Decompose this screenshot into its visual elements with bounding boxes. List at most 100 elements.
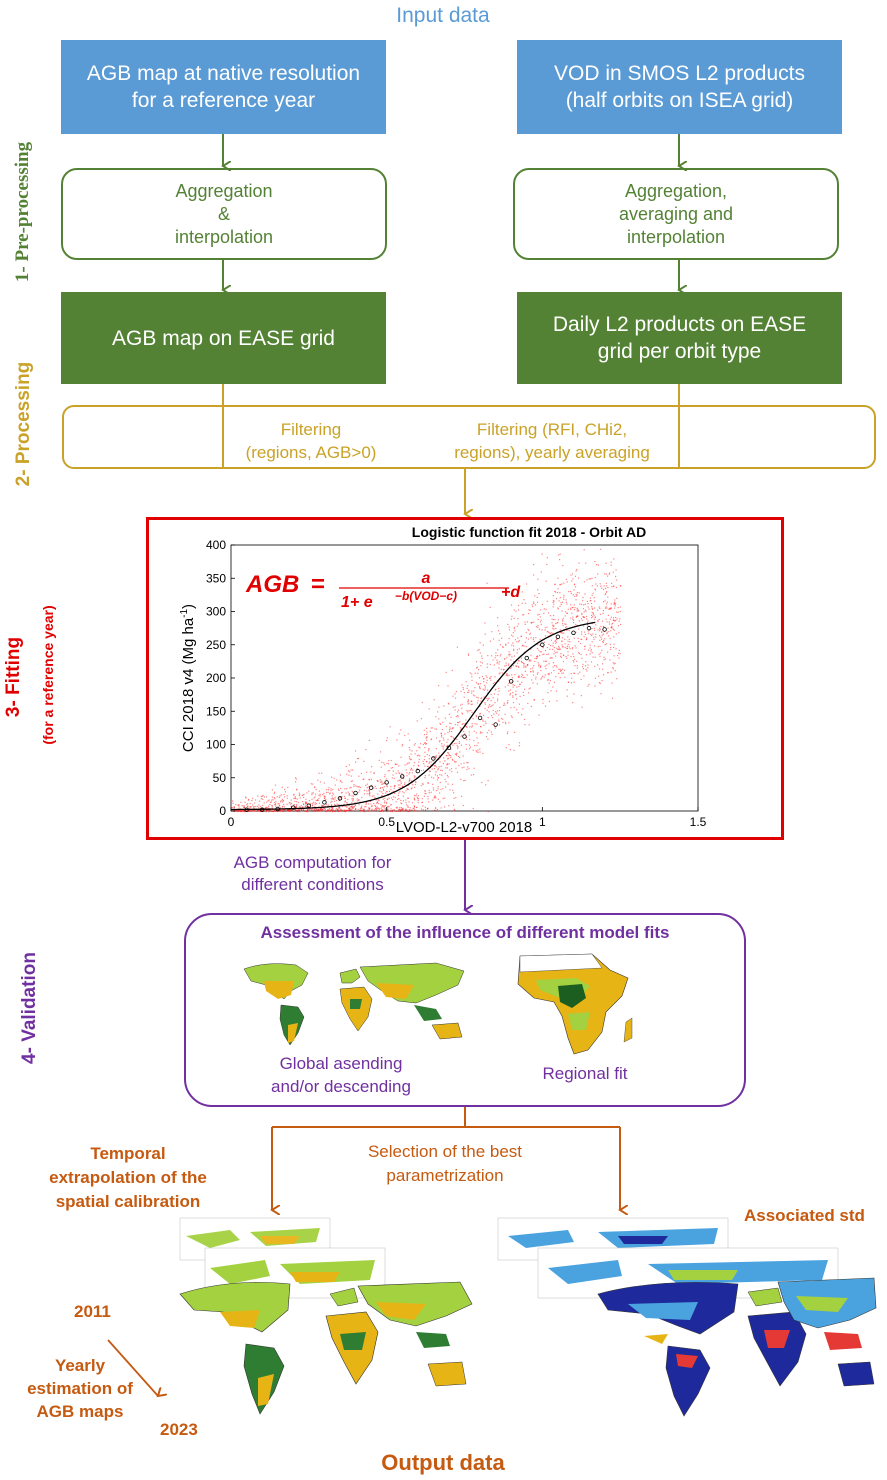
scatter-point	[368, 790, 370, 792]
scatter-point	[607, 587, 609, 589]
binned-point	[306, 803, 312, 808]
scatter-point	[337, 809, 339, 811]
scatter-point	[529, 632, 532, 634]
scatter-point	[438, 766, 440, 768]
scatter-point	[398, 798, 400, 800]
scatter-point	[536, 658, 538, 660]
scatter-point	[469, 746, 471, 748]
scatter-point	[571, 612, 573, 614]
scatter-point	[610, 648, 612, 650]
scatter-point	[517, 712, 519, 714]
scatter-point	[516, 686, 518, 688]
scatter-point	[555, 591, 557, 593]
scatter-point	[544, 705, 547, 707]
scatter-point	[587, 630, 589, 632]
scatter-point	[487, 699, 489, 702]
scatter-point	[468, 744, 470, 746]
scatter-point	[554, 640, 556, 642]
scatter-point	[616, 579, 618, 581]
scatter-point	[550, 672, 552, 674]
scatter-point	[283, 793, 285, 796]
scatter-point	[514, 674, 516, 676]
scatter-point	[356, 798, 358, 800]
scatter-point	[513, 617, 515, 619]
scatter-point	[395, 801, 397, 803]
scatter-point	[460, 704, 462, 706]
scatter-point	[605, 603, 608, 605]
scatter-point	[384, 802, 386, 804]
scatter-point	[380, 810, 382, 812]
scatter-point	[443, 705, 445, 707]
scatter-point	[263, 810, 265, 813]
scatter-point	[447, 783, 449, 785]
scatter-point	[334, 804, 336, 806]
scatter-point	[353, 784, 355, 786]
scatter-point	[358, 798, 360, 800]
scatter-point	[515, 694, 517, 696]
scatter-point	[574, 665, 576, 667]
scatter-point	[578, 628, 580, 630]
scatter-point	[339, 806, 341, 808]
scatter-point	[468, 734, 470, 736]
scatter-point	[575, 593, 577, 595]
scatter-point	[402, 809, 404, 811]
selection-label: Selection of the best parametrization	[325, 1140, 565, 1188]
scatter-point	[581, 631, 583, 633]
scatter-point	[377, 799, 379, 801]
scatter-point	[382, 793, 384, 795]
scatter-point	[296, 789, 298, 791]
scatter-point	[586, 615, 588, 618]
scatter-point	[583, 675, 585, 677]
scatter-point	[327, 804, 329, 806]
scatter-point	[430, 761, 432, 763]
binned-point	[415, 768, 420, 774]
scatter-point	[467, 701, 469, 703]
scatter-point	[439, 801, 441, 803]
scatter-point	[466, 768, 468, 771]
scatter-point	[611, 627, 613, 629]
scatter-point	[385, 778, 387, 780]
scatter-point	[581, 666, 584, 668]
scatter-point	[524, 724, 526, 726]
scatter-point	[341, 805, 343, 808]
scatter-point	[363, 778, 365, 780]
scatter-point	[430, 739, 432, 741]
scatter-point	[599, 583, 601, 585]
scatter-point	[609, 618, 611, 620]
scatter-point	[602, 640, 604, 643]
scatter-point	[387, 808, 389, 810]
scatter-point	[491, 631, 493, 633]
agb-computation-line-2: different conditions	[241, 875, 384, 894]
scatter-point	[499, 633, 501, 635]
scatter-point	[592, 608, 594, 610]
scatter-point	[401, 786, 403, 788]
scatter-point	[360, 786, 362, 789]
scatter-point	[573, 622, 575, 624]
scatter-point	[483, 714, 485, 716]
scatter-point	[613, 603, 615, 605]
scatter-point	[362, 810, 365, 813]
scatter-point	[602, 641, 604, 644]
scatter-point	[533, 698, 535, 701]
scatter-point	[363, 808, 365, 810]
scatter-point	[307, 808, 310, 810]
scatter-point	[366, 793, 368, 795]
formula-exp: −b(VOD−c)	[395, 589, 457, 603]
scatter-point	[331, 809, 333, 811]
scatter-point	[492, 717, 494, 719]
scatter-point	[384, 774, 386, 776]
scatter-point	[300, 809, 302, 811]
scatter-point	[338, 810, 340, 812]
scatter-point	[544, 627, 546, 629]
scatter-point	[438, 741, 441, 743]
scatter-point	[556, 647, 558, 649]
scatter-point	[373, 772, 375, 775]
scatter-point	[516, 649, 519, 651]
scatter-point	[334, 798, 336, 800]
scatter-point	[347, 791, 349, 793]
scatter-point	[267, 809, 269, 811]
scatter-point	[442, 788, 444, 790]
scatter-point	[521, 714, 523, 716]
scatter-point	[426, 739, 428, 741]
scatter-point	[546, 563, 548, 566]
